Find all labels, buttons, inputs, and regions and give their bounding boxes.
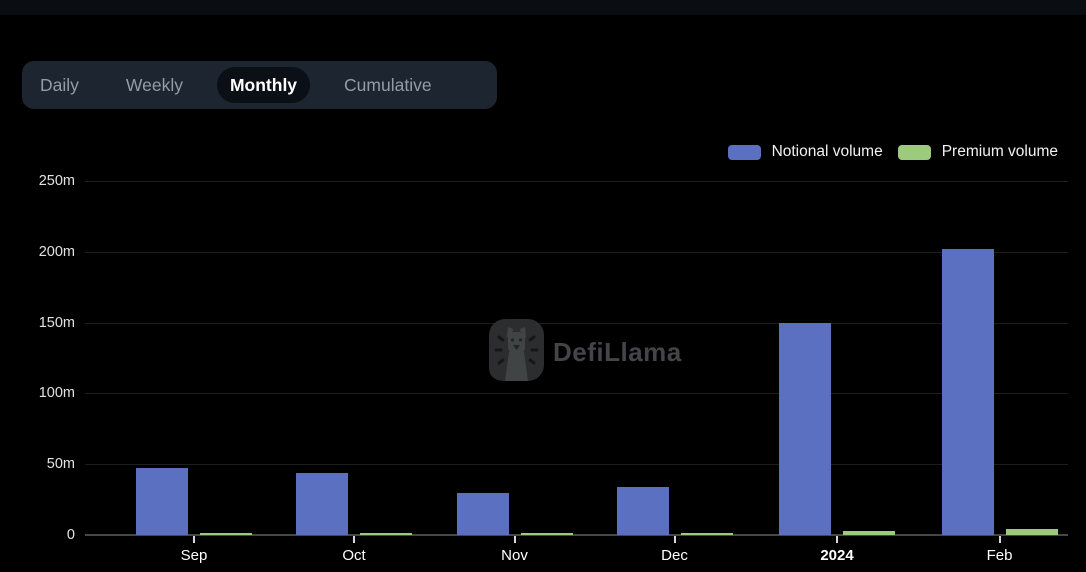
x-tick-sep [193, 536, 195, 543]
gridline-100m [85, 393, 1068, 395]
gridline-200m [85, 251, 1068, 253]
bar-premium-dec[interactable] [680, 532, 733, 535]
chart-legend: Notional volume Premium volume [727, 143, 1058, 161]
tab-monthly[interactable]: Monthly [216, 66, 311, 104]
x-tick-label-dec: Dec [661, 547, 688, 564]
bar-premium-2024[interactable] [843, 531, 895, 535]
x-tick-oct [353, 536, 355, 543]
bar-notional-nov[interactable] [456, 492, 509, 535]
legend-label-notional: Notional volume [771, 143, 883, 160]
bar-premium-feb[interactable] [1005, 529, 1058, 535]
x-tick-label-nov: Nov [501, 547, 528, 564]
bar-notional-dec[interactable] [616, 486, 669, 535]
bar-notional-oct[interactable] [296, 473, 348, 535]
y-tick-label-0: 0 [66, 527, 75, 543]
defillama-watermark: DefiLlama [489, 319, 682, 386]
bar-notional-sep[interactable] [136, 468, 188, 535]
tab-weekly[interactable]: Weekly [113, 67, 196, 103]
tab-cumulative[interactable]: Cumulative [331, 67, 445, 103]
x-tick-label-oct: Oct [342, 547, 366, 564]
gridline-250m [85, 181, 1068, 182]
x-tick-2024 [836, 536, 838, 543]
bar-premium-oct[interactable] [360, 533, 412, 535]
y-tick-label-100m: 100m [38, 385, 75, 402]
bar-premium-sep[interactable] [200, 533, 252, 535]
x-axis-line [85, 534, 1068, 536]
y-tick-label-250m: 250m [38, 173, 75, 189]
x-tick-dec [673, 536, 676, 543]
legend-swatch-premium-icon [897, 144, 931, 160]
gridline-150m [85, 322, 1068, 324]
watermark-text: DefiLlama [553, 337, 682, 367]
gridline-50m [85, 464, 1068, 466]
x-tick-label-feb: Feb [986, 547, 1013, 564]
x-tick-nov [513, 536, 516, 543]
x-tick-feb [998, 536, 1001, 543]
tab-daily[interactable]: Daily [27, 67, 92, 103]
x-tick-label-2024: 2024 [820, 547, 854, 564]
bar-notional-2024[interactable] [779, 322, 831, 535]
window-top-strip [0, 0, 1086, 15]
x-tick-label-sep: Sep [180, 547, 208, 564]
bar-premium-nov[interactable] [520, 533, 573, 535]
bar-notional-feb[interactable] [941, 248, 994, 535]
legend-item-notional-volume[interactable]: Notional volume [727, 143, 883, 161]
y-tick-label-200m: 200m [38, 243, 75, 260]
legend-item-premium-volume[interactable]: Premium volume [897, 143, 1058, 161]
y-tick-label-150m: 150m [38, 314, 75, 331]
legend-swatch-notional-icon [727, 144, 761, 160]
time-range-tabs: Daily Weekly Monthly Cumulative [22, 61, 497, 109]
legend-label-premium: Premium volume [941, 143, 1058, 160]
y-tick-label-50m: 50m [46, 456, 75, 473]
defillama-logo-icon [489, 319, 544, 386]
